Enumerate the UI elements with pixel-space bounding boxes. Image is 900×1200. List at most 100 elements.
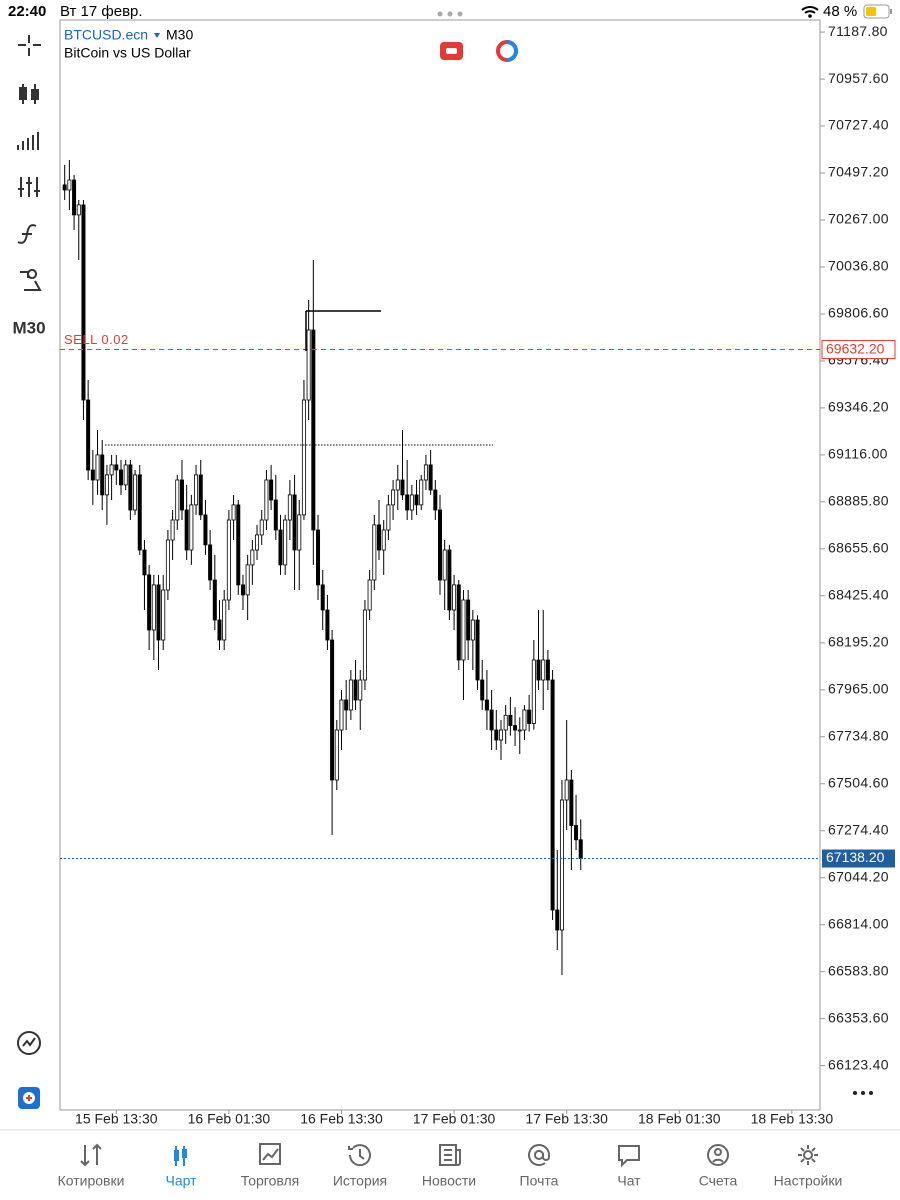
candle-body — [316, 529, 321, 586]
candle-body — [414, 494, 419, 506]
nav-label[interactable]: Котировки — [58, 1173, 125, 1189]
candle-body — [226, 519, 231, 601]
candle-body — [400, 479, 405, 496]
candle-body — [362, 609, 367, 681]
nav-icon[interactable] — [707, 1144, 730, 1166]
candle-body — [273, 499, 278, 531]
x-tick-label: 16 Feb 13:30 — [300, 1111, 383, 1127]
nav-label[interactable]: Торговля — [241, 1173, 299, 1189]
nav-label[interactable]: Почта — [520, 1173, 559, 1189]
y-tick-label: 68425.40 — [828, 587, 889, 603]
candle-body — [104, 474, 109, 496]
nav-label[interactable]: Новости — [422, 1173, 476, 1189]
candle-body — [245, 564, 250, 596]
candle-body — [311, 329, 316, 531]
candle-body — [297, 514, 302, 551]
candle-body — [334, 729, 339, 781]
candle-body — [236, 504, 241, 586]
objects-icon[interactable] — [20, 269, 42, 291]
candle-body — [269, 479, 274, 501]
candle-body — [161, 589, 166, 641]
indicators-icon[interactable] — [17, 132, 39, 150]
candle-body — [184, 509, 189, 551]
candle-body — [278, 529, 283, 566]
candle-body — [128, 464, 133, 511]
nav-icon[interactable] — [618, 1145, 640, 1168]
sell-price-box — [821, 340, 896, 360]
candle-body — [118, 469, 123, 486]
y-tick-label: 70957.60 — [828, 70, 889, 86]
y-tick-label: 66583.80 — [828, 962, 889, 978]
x-tick-label: 18 Feb 13:30 — [751, 1111, 834, 1127]
analytics-icon[interactable] — [17, 1031, 41, 1055]
settings-icon[interactable] — [18, 177, 40, 197]
candle-body — [395, 479, 400, 491]
y-tick-label: 70497.20 — [828, 164, 889, 180]
candle-body — [419, 479, 424, 506]
nav-icon[interactable] — [439, 1144, 461, 1166]
candle-body — [90, 469, 95, 481]
candle-body — [255, 534, 260, 551]
candle-body — [386, 504, 391, 531]
candle-body — [175, 479, 180, 521]
status-time: 22:40 — [8, 3, 46, 20]
y-tick-label: 67504.60 — [828, 774, 889, 790]
more-menu[interactable] — [853, 1091, 873, 1095]
nav-label[interactable]: Чарт — [165, 1173, 197, 1189]
candle-body — [381, 529, 386, 551]
candle-body — [109, 464, 114, 476]
candle-body — [405, 494, 410, 511]
nav-label[interactable]: История — [333, 1173, 387, 1189]
candle-body — [367, 579, 372, 611]
symbol[interactable]: BTCUSD.ecn — [64, 27, 148, 43]
candle-body — [259, 519, 264, 536]
candle-body — [433, 489, 438, 511]
nav-icon[interactable] — [80, 1143, 102, 1167]
candle-body — [456, 584, 461, 661]
y-tick-label: 67274.40 — [828, 821, 889, 837]
candle-body — [165, 539, 170, 591]
nav-icon[interactable] — [348, 1144, 371, 1167]
nav-icon[interactable] — [259, 1143, 281, 1165]
candle-body — [555, 909, 560, 931]
candle-body — [372, 524, 377, 581]
candle-body — [428, 464, 433, 491]
nav-label[interactable]: Счета — [699, 1173, 738, 1189]
candle-body — [76, 204, 81, 216]
crosshair-icon[interactable] — [18, 35, 41, 56]
candle-body — [151, 584, 156, 631]
symbol-dropdown[interactable] — [154, 33, 160, 38]
candle-body — [522, 709, 527, 731]
wifi-icon — [801, 6, 819, 14]
timeframe: M30 — [166, 27, 193, 43]
nav-label[interactable]: Чат — [617, 1173, 641, 1189]
candle-body — [250, 549, 255, 566]
candle-body — [95, 454, 100, 481]
status-date: Вт 17 февр. — [60, 3, 143, 20]
user-drawing-line — [305, 310, 381, 351]
candle-body — [536, 659, 541, 681]
candle-body — [100, 454, 105, 496]
candle-body — [133, 474, 138, 511]
candle-body — [559, 799, 564, 931]
plot-frame — [59, 19, 821, 1111]
battery-tip — [890, 9, 892, 14]
toolbar-timeframe[interactable]: M30 — [12, 318, 45, 337]
candle-body — [86, 399, 91, 471]
candle-body — [330, 639, 335, 781]
candle-body — [292, 494, 297, 551]
nav-label[interactable]: Настройки — [774, 1173, 843, 1189]
y-tick-label: 67044.20 — [828, 868, 889, 884]
nav-icon[interactable] — [798, 1145, 818, 1165]
candle-body — [550, 679, 555, 911]
candle-body — [203, 514, 208, 546]
candle-body — [339, 699, 344, 731]
candle-body — [208, 544, 213, 581]
candle-body — [137, 474, 142, 551]
nav-icon[interactable] — [528, 1144, 550, 1166]
candle-body — [325, 609, 330, 641]
function-icon[interactable] — [17, 224, 37, 244]
y-tick-label: 69806.60 — [828, 305, 889, 321]
one-click-inner — [446, 48, 457, 54]
